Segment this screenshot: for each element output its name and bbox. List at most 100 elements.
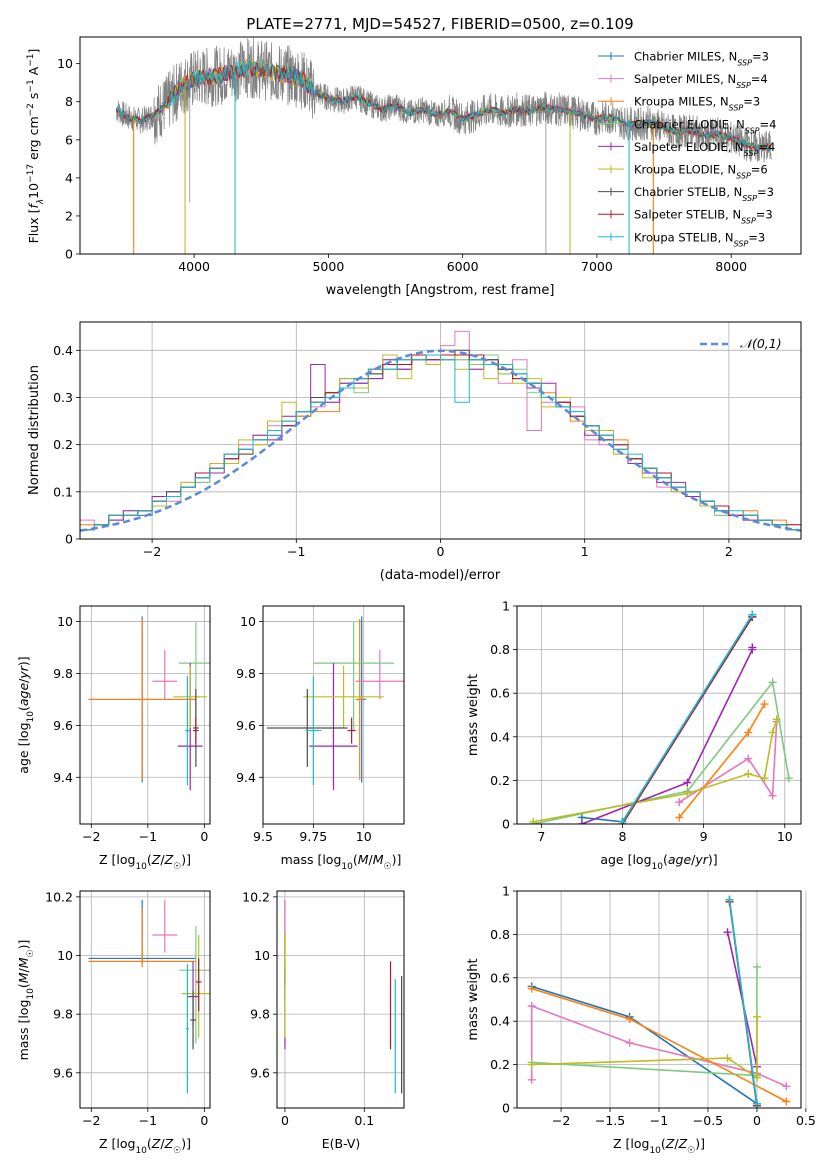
weight_vs_age-plot-area: [529, 610, 793, 824]
series-marker: [744, 754, 753, 763]
errorbar-salpeter-elodie: [309, 663, 358, 791]
label-part: s: [26, 93, 41, 104]
legend-entry: Salpeter MILES, NSSP=4: [598, 72, 768, 90]
legend-label: Chabrier ELODIE, NSSP=4: [634, 117, 776, 135]
y-tick-label: 1: [502, 599, 510, 614]
spectrum-plot-area: [115, 37, 772, 254]
x-tick-label: −1: [139, 829, 157, 844]
y-tick-label: 1: [502, 884, 510, 899]
legend-label-sub: SSP: [729, 103, 744, 112]
mass_vs_EBV-plot-area: [284, 899, 403, 1094]
legend-label-count: =4: [758, 140, 775, 154]
y-tick-label: 10.2: [45, 889, 73, 904]
y-tick-label: 0.4: [490, 729, 510, 744]
legend-label-sub: SSP: [742, 194, 757, 203]
legend-label-count: =3: [752, 50, 769, 64]
legend-entry: Kroupa MILES, NSSP=3: [598, 95, 760, 112]
x-axis-label: Z [log10(Z/Z☉)]: [613, 1136, 705, 1156]
legend-label: 𝒩(0,1): [740, 336, 782, 351]
label-part: ☉: [173, 1146, 181, 1156]
label-part: /: [16, 678, 31, 683]
legend-label-sub: SSP: [745, 126, 760, 135]
y-tick-label: 9.8: [53, 666, 73, 681]
series-marker: [768, 791, 777, 800]
series-marker: [782, 1082, 791, 1091]
axes-frame: [516, 605, 802, 825]
x-tick-label: 0: [281, 1113, 289, 1128]
label-part: log: [116, 852, 135, 867]
label-part: )]: [181, 852, 191, 867]
legend-entry: Salpeter ELODIE, NSSP=4: [598, 140, 775, 158]
y-axis-label: age [log10(age/yr)]: [16, 656, 36, 773]
y-tick-label: 0.4: [490, 1014, 510, 1029]
label-part: /: [674, 1136, 679, 1151]
label-part: (: [16, 706, 31, 711]
label-part: 10: [26, 711, 36, 723]
legend-label-main: Kroupa MILES, N: [634, 95, 729, 109]
axes-frame: [262, 605, 405, 825]
axes-frame: [79, 36, 802, 255]
label-part: ☉: [384, 862, 392, 872]
errorbar-chabrier-elodie: [178, 926, 210, 1044]
label-part: mass [: [16, 1019, 31, 1061]
x-tick-label: −2: [143, 544, 161, 559]
series-line: [533, 680, 790, 824]
x-tick-label: −2: [82, 829, 100, 844]
y-tick-label: 0.2: [53, 437, 73, 452]
x-tick-label: 7: [537, 829, 545, 844]
label-part: A: [26, 66, 41, 79]
legend-label: Salpeter ELODIE, NSSP=4: [634, 140, 775, 158]
y-tick-label: 9.4: [236, 770, 256, 785]
label-part: Z: [151, 852, 161, 867]
y-tick-label: 9.6: [236, 718, 256, 733]
errorbar-kroupa-miles: [88, 908, 196, 968]
series-marker: [768, 678, 777, 687]
x-tick-label: 8000: [715, 259, 747, 274]
errorbar-kroupa-elodie: [173, 665, 208, 728]
series-marker: [683, 778, 692, 787]
errorbar-kroupa-miles: [88, 618, 196, 780]
legend-label-sub: SSP: [744, 148, 759, 157]
series-marker: [529, 817, 538, 824]
series-marker: [675, 798, 684, 807]
label-part: ☉: [26, 949, 36, 957]
label-part: log: [630, 1136, 649, 1151]
legend-entry: Chabrier STELIB, NSSP=3: [598, 185, 774, 203]
legend-label-sub: SSP: [736, 171, 751, 180]
label-part: M: [373, 852, 384, 867]
legend-label: Salpeter STELIB, NSSP=3: [634, 208, 773, 226]
label-part: )]: [16, 656, 31, 666]
series-marker: [527, 984, 536, 993]
label-part: 10: [135, 1146, 147, 1156]
axes-frame: [79, 321, 802, 540]
errorbar-kroupa-miles: [355, 618, 364, 780]
y-tick-label: 10: [240, 614, 256, 629]
hist-kroupa-stelib: [80, 354, 801, 531]
label-part: (: [147, 852, 152, 867]
legend-label-main: Kroupa STELIB, N: [634, 230, 734, 244]
label-part: Flux [: [26, 209, 41, 244]
label-part: ☉: [173, 862, 181, 872]
y-tick-label: 0: [502, 817, 510, 832]
x-tick-label: −1: [650, 1113, 668, 1128]
legend-label-count: =4: [751, 72, 768, 86]
label-part: (: [663, 852, 668, 867]
series-line: [678, 703, 766, 819]
label-part: /: [369, 852, 374, 867]
label-part: (: [661, 1136, 666, 1151]
label-part: /: [160, 852, 165, 867]
series-marker: [772, 715, 781, 724]
label-part: Z [: [99, 852, 116, 867]
x-tick-label: 0.5: [796, 1113, 816, 1128]
series-marker: [760, 774, 769, 783]
figure-title: PLATE=2771, MJD=54527, FIBERID=0500, z=0…: [246, 15, 633, 33]
series-line: [531, 1016, 758, 1080]
mass_vs_EBV-panel: 0 0.1 9.6 9.8 10 10.2 E(B-V): [242, 889, 405, 1151]
y-tick-label: 9.8: [236, 666, 256, 681]
legend-label-count: =3: [743, 95, 760, 109]
series-marker: [675, 813, 684, 822]
y-tick-label: 9.6: [250, 1065, 270, 1080]
